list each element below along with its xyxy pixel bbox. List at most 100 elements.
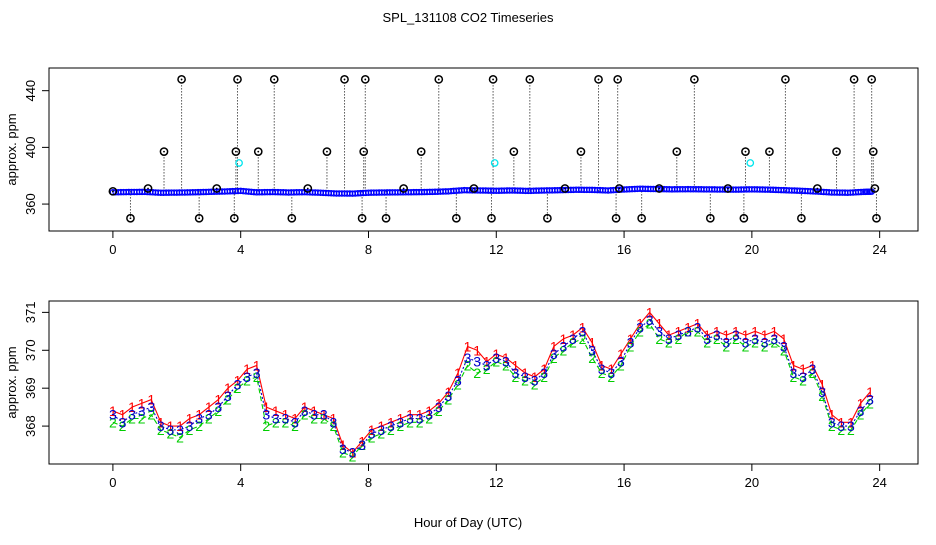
spike-point-center: [742, 217, 745, 220]
spike-point-center: [402, 187, 405, 190]
series-marker-2: 2: [559, 342, 567, 358]
spike-point: [359, 147, 369, 156]
spike-point-center: [658, 187, 661, 190]
series-marker-2: 2: [157, 422, 165, 438]
top-panel: 0 4 8 12 16 20 24 360 400 440 approx. ppm: [4, 67, 919, 257]
spike-point-center: [615, 217, 617, 220]
spike-point-center: [835, 150, 838, 153]
series-marker-3: 3: [444, 388, 452, 404]
plot-data: [108, 74, 881, 223]
series-marker-2: 2: [655, 331, 663, 347]
series-marker-3: 3: [694, 320, 702, 336]
series-marker-3: 3: [291, 414, 299, 430]
cyan-point: [746, 159, 755, 167]
series-marker-2: 2: [464, 357, 472, 373]
y-tick-label: 400: [23, 137, 38, 159]
spike-point-center: [528, 78, 531, 81]
series-marker-2: 2: [454, 376, 462, 392]
series-marker-2: 2: [818, 388, 826, 404]
spike-point-center: [580, 150, 582, 153]
series-marker-1: 1: [674, 323, 682, 339]
series-marker-1: 1: [588, 335, 596, 351]
series-marker-3: 3: [464, 350, 472, 366]
series-marker-3: 3: [617, 354, 625, 370]
spike-point-center: [727, 187, 729, 190]
spike-point-center: [361, 217, 363, 220]
series-marker-1: 1: [847, 414, 855, 430]
series-marker-3: 3: [349, 445, 357, 461]
series-marker-1: 1: [416, 407, 424, 423]
spike-point: [690, 74, 699, 84]
series-marker-3: 3: [224, 388, 232, 404]
spike-point-center: [872, 150, 875, 153]
spike-point: [872, 213, 881, 223]
spike-point-center: [147, 187, 149, 190]
series-marker-2: 2: [416, 414, 424, 430]
series-marker-2: 2: [780, 342, 788, 358]
series-marker-3: 3: [598, 361, 606, 377]
series-marker-3: 3: [310, 407, 318, 423]
y-tick-label: 360: [23, 193, 38, 215]
series-marker-3: 3: [857, 403, 865, 419]
plot-frame: [48, 67, 919, 232]
spike-point: [360, 74, 370, 84]
series-marker-1: 1: [828, 407, 836, 423]
series-marker-1: 1: [234, 373, 242, 389]
series-marker-3: 3: [751, 331, 759, 347]
x-tick-label: 20: [745, 475, 759, 490]
y-tick-label: 369: [23, 377, 38, 399]
spike-point: [322, 147, 332, 156]
series-marker-2: 2: [167, 426, 175, 442]
spike-point: [867, 74, 877, 84]
plot-frame: [48, 300, 919, 465]
series-marker-1: 1: [329, 411, 337, 427]
spike-point-center: [129, 217, 132, 220]
series-marker-1: 1: [464, 338, 472, 354]
series-marker-3: 3: [761, 335, 769, 351]
series-marker-1: 1: [301, 399, 309, 415]
series-marker-2: 2: [809, 365, 817, 381]
x-tick-label: 12: [489, 475, 503, 490]
series-marker-3: 3: [550, 346, 558, 362]
series-marker-2: 2: [291, 418, 299, 434]
series-marker-2: 2: [377, 426, 385, 442]
x-tick-label: 24: [872, 475, 886, 490]
series-marker-2: 2: [358, 437, 366, 453]
series-marker-2: 2: [742, 338, 750, 354]
series-marker-1: 1: [454, 365, 462, 381]
series-marker-3: 3: [674, 327, 682, 343]
series-marker-3: 3: [742, 335, 750, 351]
spike-point: [159, 147, 169, 156]
series-marker-1: 1: [282, 407, 290, 423]
y-axis-title: approx. ppm: [4, 113, 19, 185]
spike-point: [672, 147, 682, 156]
series-marker-2: 2: [186, 422, 194, 438]
series-marker-2: 2: [253, 369, 261, 385]
series-marker-2: 2: [368, 429, 376, 445]
spike-point-center: [744, 150, 747, 153]
spike-point: [488, 74, 498, 84]
series-marker-1: 1: [349, 445, 357, 461]
spike-point: [654, 184, 664, 193]
spike-point-center: [675, 150, 678, 153]
spike-point: [231, 147, 241, 156]
series-marker-1: 1: [167, 418, 175, 434]
series-marker-3: 3: [329, 414, 337, 430]
series-line-1: [112, 311, 871, 454]
series-marker-1: 1: [550, 338, 558, 354]
y-tick-label: 368: [23, 415, 38, 437]
series-marker-1: 1: [818, 376, 826, 392]
series-marker-2: 2: [119, 418, 127, 434]
spike-point-center: [512, 150, 515, 153]
series-marker-1: 1: [684, 320, 692, 336]
series-marker-1: 1: [224, 380, 232, 396]
series-marker-3: 3: [502, 354, 510, 370]
series-line-2: [112, 322, 871, 458]
spike-point: [434, 74, 444, 84]
spike-point: [543, 213, 552, 223]
spike-point: [303, 184, 313, 193]
series-marker-1: 1: [837, 414, 845, 430]
series-marker-3: 3: [176, 422, 184, 438]
spike-point-center: [618, 187, 621, 190]
